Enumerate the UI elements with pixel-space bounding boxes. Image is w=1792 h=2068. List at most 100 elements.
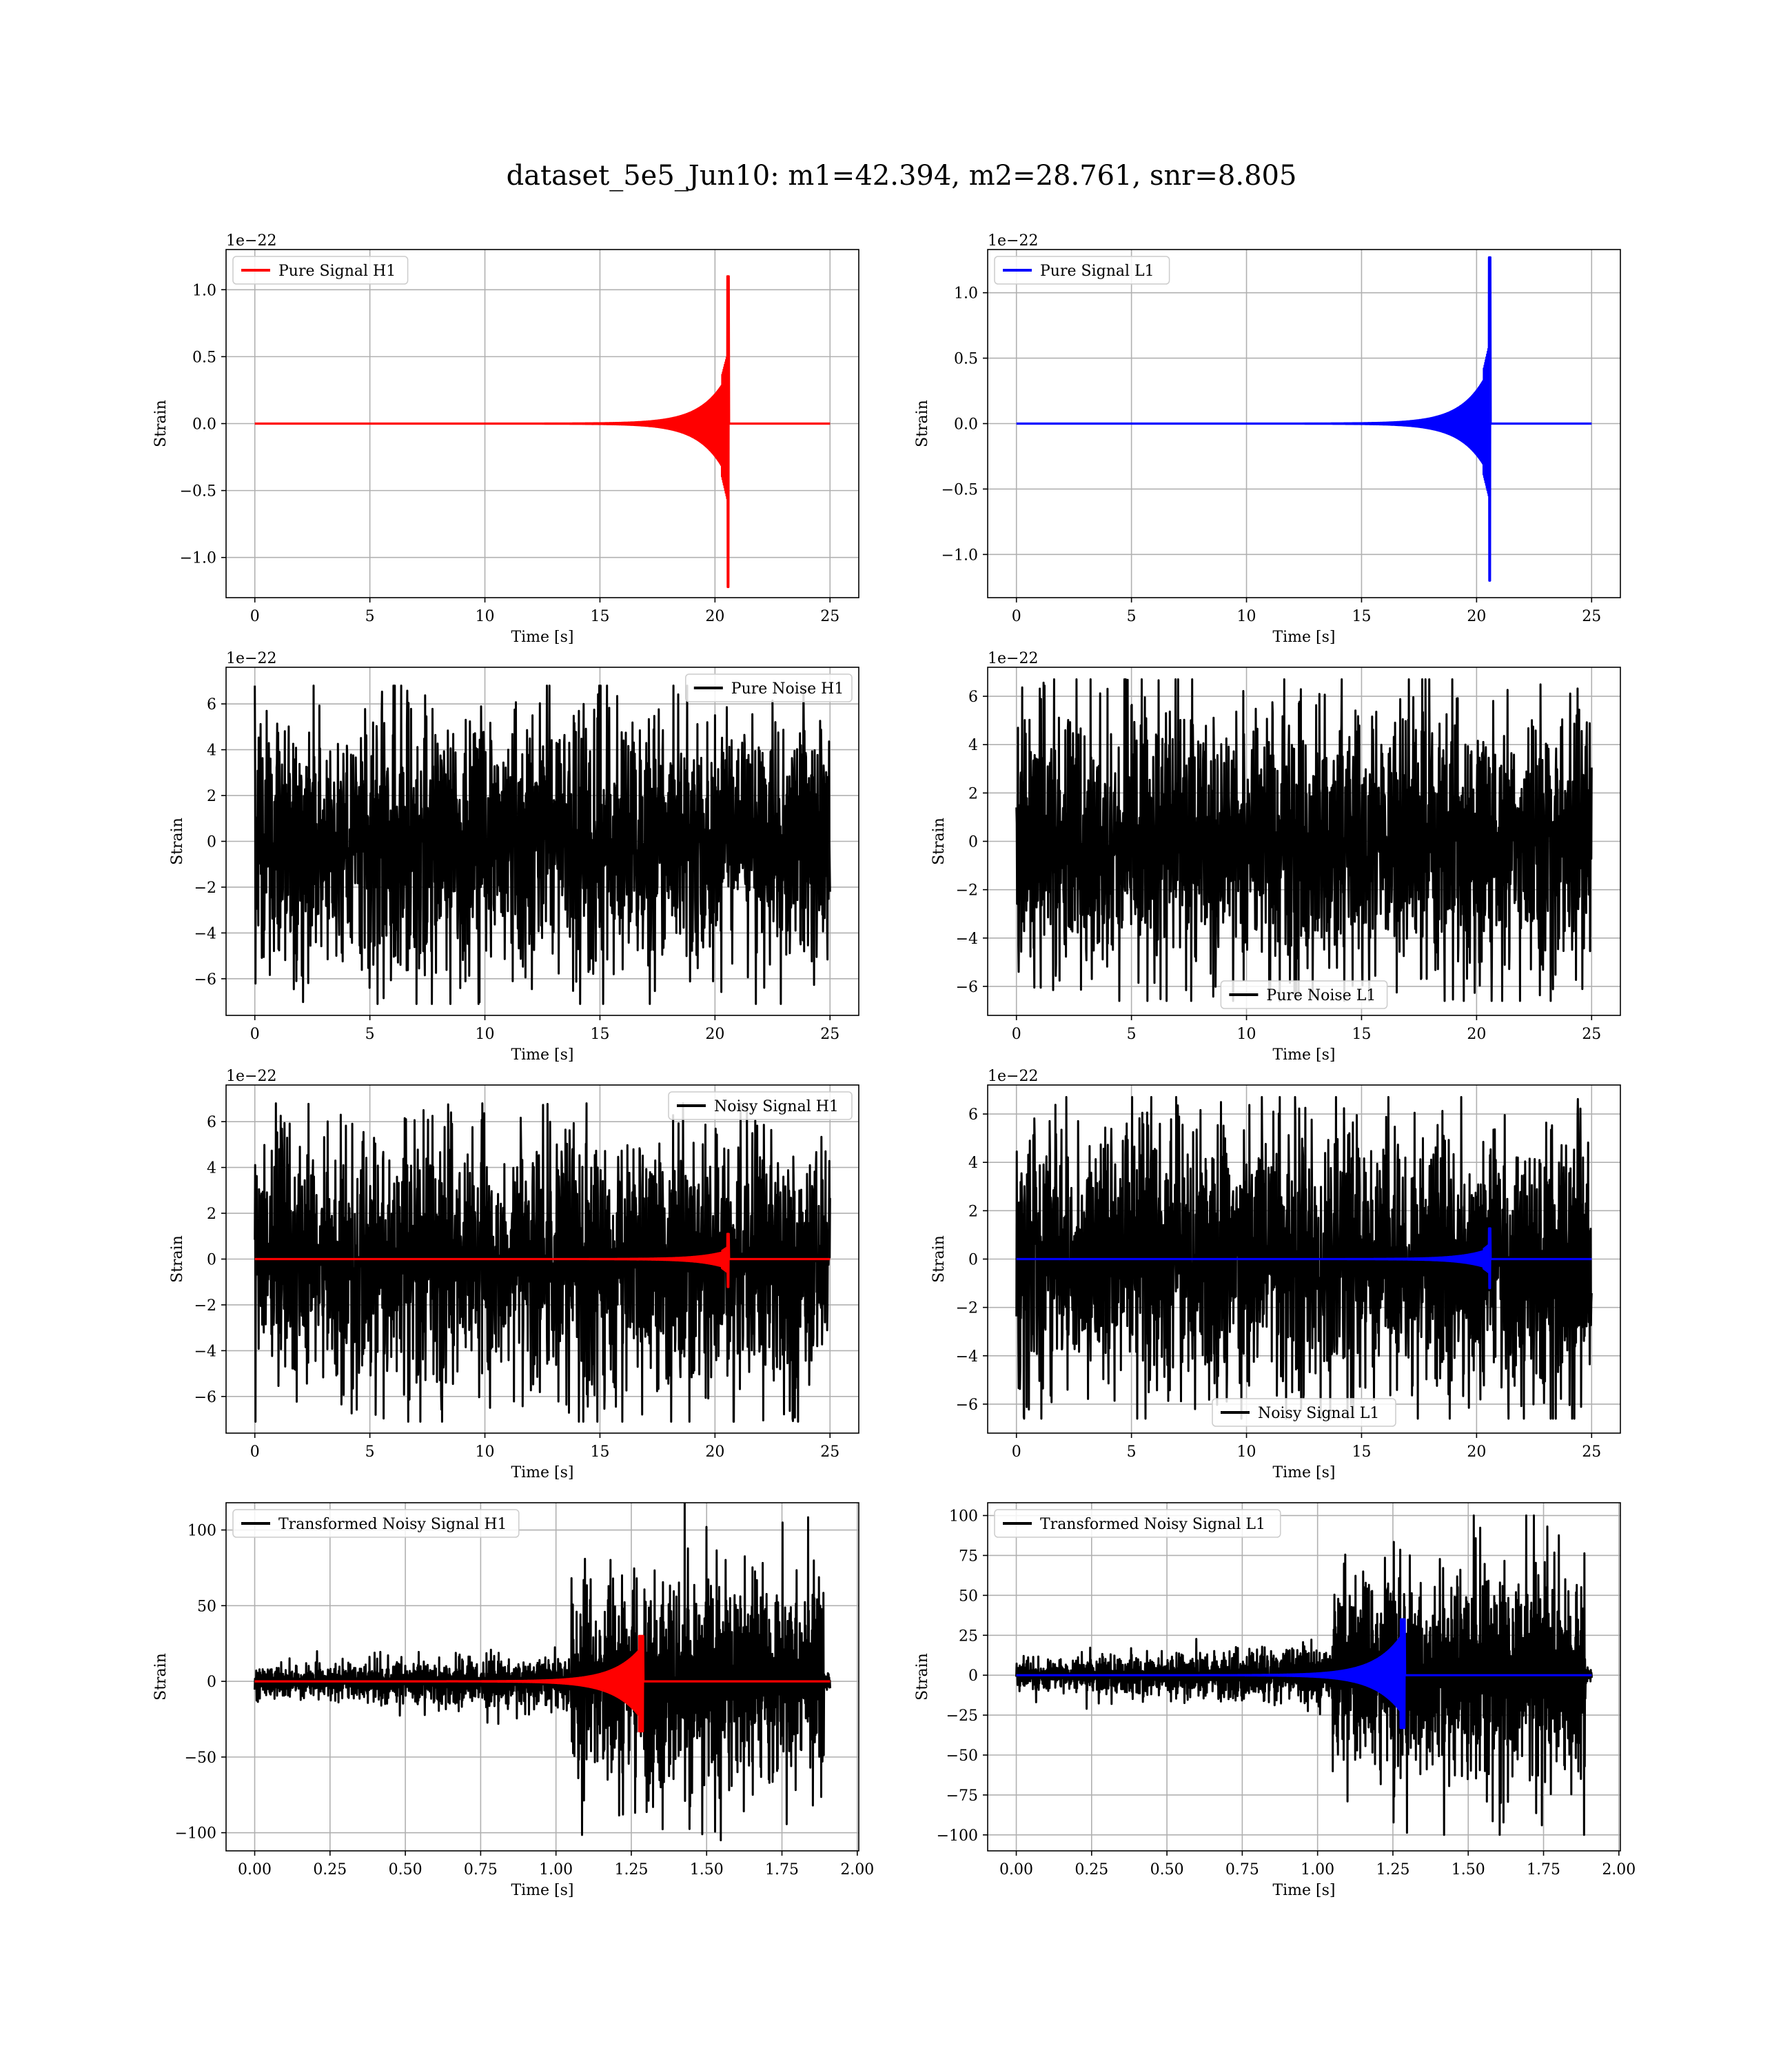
y-tick-label: 4 — [968, 1155, 978, 1172]
axis-offset-text: 1e−22 — [988, 232, 1038, 250]
legend: Pure Signal H1 — [232, 256, 409, 285]
x-tick-label: 10 — [1237, 1443, 1256, 1461]
series-transformed-noisy-signal-l1 — [1015, 1514, 1593, 1836]
y-tick-label: −0.5 — [941, 481, 978, 498]
axis-offset-text: 1e−22 — [988, 650, 1038, 667]
x-tick-label: 0.25 — [313, 1861, 347, 1878]
legend-label: Pure Signal L1 — [1040, 263, 1154, 280]
legend: Transformed Noisy Signal H1 — [232, 1509, 520, 1538]
y-tick-label: −2 — [956, 882, 978, 900]
x-tick-label: 10 — [476, 1443, 495, 1461]
y-tick-label: −25 — [946, 1707, 978, 1725]
plot-area — [1015, 256, 1593, 582]
x-tick-label: 5 — [365, 608, 375, 625]
legend-frame — [668, 1091, 853, 1120]
y-tick-label: −4 — [956, 931, 978, 948]
x-tick-label: 20 — [1467, 1026, 1486, 1043]
subplot-transformed-noisy-signal-h1: 0.00 0.25 0.50 0.75 1.00 1.25 1.50 1.75 2.00 −100… — [152, 1502, 874, 1899]
y-tick-label: 100 — [949, 1508, 978, 1525]
y-tick-label: 0 — [207, 1252, 216, 1269]
x-axis-label: Time [s] — [511, 1464, 573, 1481]
x-tick-label: 25 — [1582, 1026, 1601, 1043]
x-tick-label: 10 — [1237, 608, 1256, 625]
axes-frame — [225, 249, 859, 598]
plot-area — [254, 1102, 831, 1423]
x-tick-label: 0.25 — [1075, 1861, 1108, 1878]
y-tick-label: 2 — [207, 1206, 216, 1223]
x-tick-label: 20 — [1467, 1443, 1486, 1461]
y-tick-label: 0 — [207, 1674, 216, 1691]
plot-area — [254, 1503, 831, 1842]
y-tick-label: −75 — [946, 1787, 978, 1805]
x-axis-label: Time [s] — [511, 629, 573, 646]
axes-frame — [987, 1084, 1621, 1434]
x-tick-label: 20 — [705, 1443, 724, 1461]
y-tick-label: 6 — [968, 1106, 978, 1124]
y-tick-label: 6 — [968, 689, 978, 706]
y-axis-label: Strain — [152, 1653, 170, 1701]
plot-area — [1015, 678, 1593, 1002]
legend: Pure Noise L1 — [1220, 980, 1388, 1009]
legend-label: Noisy Signal L1 — [1258, 1405, 1379, 1422]
subplot-noisy-signal-l1: 0 5 10 15 20 25 −6 −4 −2 0 2 4 6 Time [s] Strain 1e−22 N… — [930, 1068, 1621, 1481]
axes-frame — [987, 1502, 1621, 1852]
y-tick-label: −100 — [937, 1827, 978, 1845]
y-tick-label: −1.0 — [180, 550, 216, 567]
y-tick-label: 2 — [968, 785, 978, 802]
x-tick-label: 25 — [820, 608, 839, 625]
legend-frame — [1212, 1398, 1396, 1427]
y-tick-label: −50 — [946, 1747, 978, 1765]
legend: Noisy Signal H1 — [668, 1091, 853, 1120]
y-tick-label: 0 — [207, 834, 216, 851]
x-tick-label: 0.50 — [1150, 1861, 1184, 1878]
axes-frame — [225, 1502, 859, 1852]
x-axis-label: Time [s] — [511, 1046, 573, 1064]
y-tick-label: −100 — [175, 1825, 216, 1843]
y-tick-label: −2 — [194, 880, 216, 897]
y-tick-label: 0.5 — [192, 349, 216, 366]
legend-label: Pure Noise L1 — [1266, 987, 1376, 1004]
y-tick-label: −6 — [194, 971, 216, 989]
legend: Pure Signal L1 — [994, 256, 1170, 285]
y-tick-label: 4 — [207, 742, 216, 760]
x-axis-label: Time [s] — [1272, 1464, 1335, 1481]
y-tick-label: 1.0 — [192, 282, 216, 299]
y-axis-label: Strain — [169, 1235, 186, 1283]
x-tick-label: 5 — [365, 1443, 375, 1461]
y-tick-label: −0.5 — [180, 483, 216, 500]
y-tick-label: 2 — [207, 788, 216, 805]
x-tick-label: 0 — [1012, 1443, 1021, 1461]
series-pure-signal-h1 — [254, 275, 831, 589]
x-tick-label: 25 — [1582, 1443, 1601, 1461]
y-axis-label: Strain — [914, 1653, 931, 1701]
x-tick-label: 15 — [1352, 608, 1371, 625]
y-tick-label: 50 — [959, 1588, 978, 1605]
x-tick-label: 25 — [820, 1443, 839, 1461]
subplot-pure-noise-l1: 0 5 10 15 20 25 −6 −4 −2 0 2 4 6 Time [s] Strain 1e−22 P… — [930, 650, 1621, 1064]
plot-area — [1015, 1514, 1593, 1836]
y-tick-label: 6 — [207, 1114, 216, 1131]
axes-frame — [987, 667, 1621, 1016]
figure-title: dataset_5e5_Jun10: m1=42.394, m2=28.761,… — [507, 160, 1297, 192]
axis-offset-text: 1e−22 — [226, 650, 276, 667]
plot-area — [254, 275, 831, 589]
x-tick-label: 5 — [365, 1026, 375, 1043]
x-tick-label: 5 — [1127, 1026, 1137, 1043]
series-pure-signal-l1 — [1015, 256, 1593, 582]
legend-label: Noisy Signal H1 — [714, 1098, 839, 1115]
y-tick-label: −1.0 — [941, 547, 978, 564]
subplot-transformed-noisy-signal-l1: 0.00 0.25 0.50 0.75 1.00 1.25 1.50 1.75 2.00 −100… — [914, 1502, 1636, 1899]
x-tick-label: 20 — [705, 1026, 724, 1043]
legend-frame — [1220, 980, 1388, 1009]
x-tick-label: 0.00 — [238, 1861, 272, 1878]
x-tick-label: 0.75 — [1225, 1861, 1259, 1878]
series-overlay-ff0000 — [254, 1634, 831, 1733]
axis-offset-text: 1e−22 — [226, 1068, 276, 1085]
x-tick-label: 10 — [476, 608, 495, 625]
x-tick-label: 10 — [1237, 1026, 1256, 1043]
axis-offset-text: 1e−22 — [226, 232, 276, 250]
x-tick-label: 0.50 — [389, 1861, 422, 1878]
axes-frame — [225, 1084, 859, 1434]
